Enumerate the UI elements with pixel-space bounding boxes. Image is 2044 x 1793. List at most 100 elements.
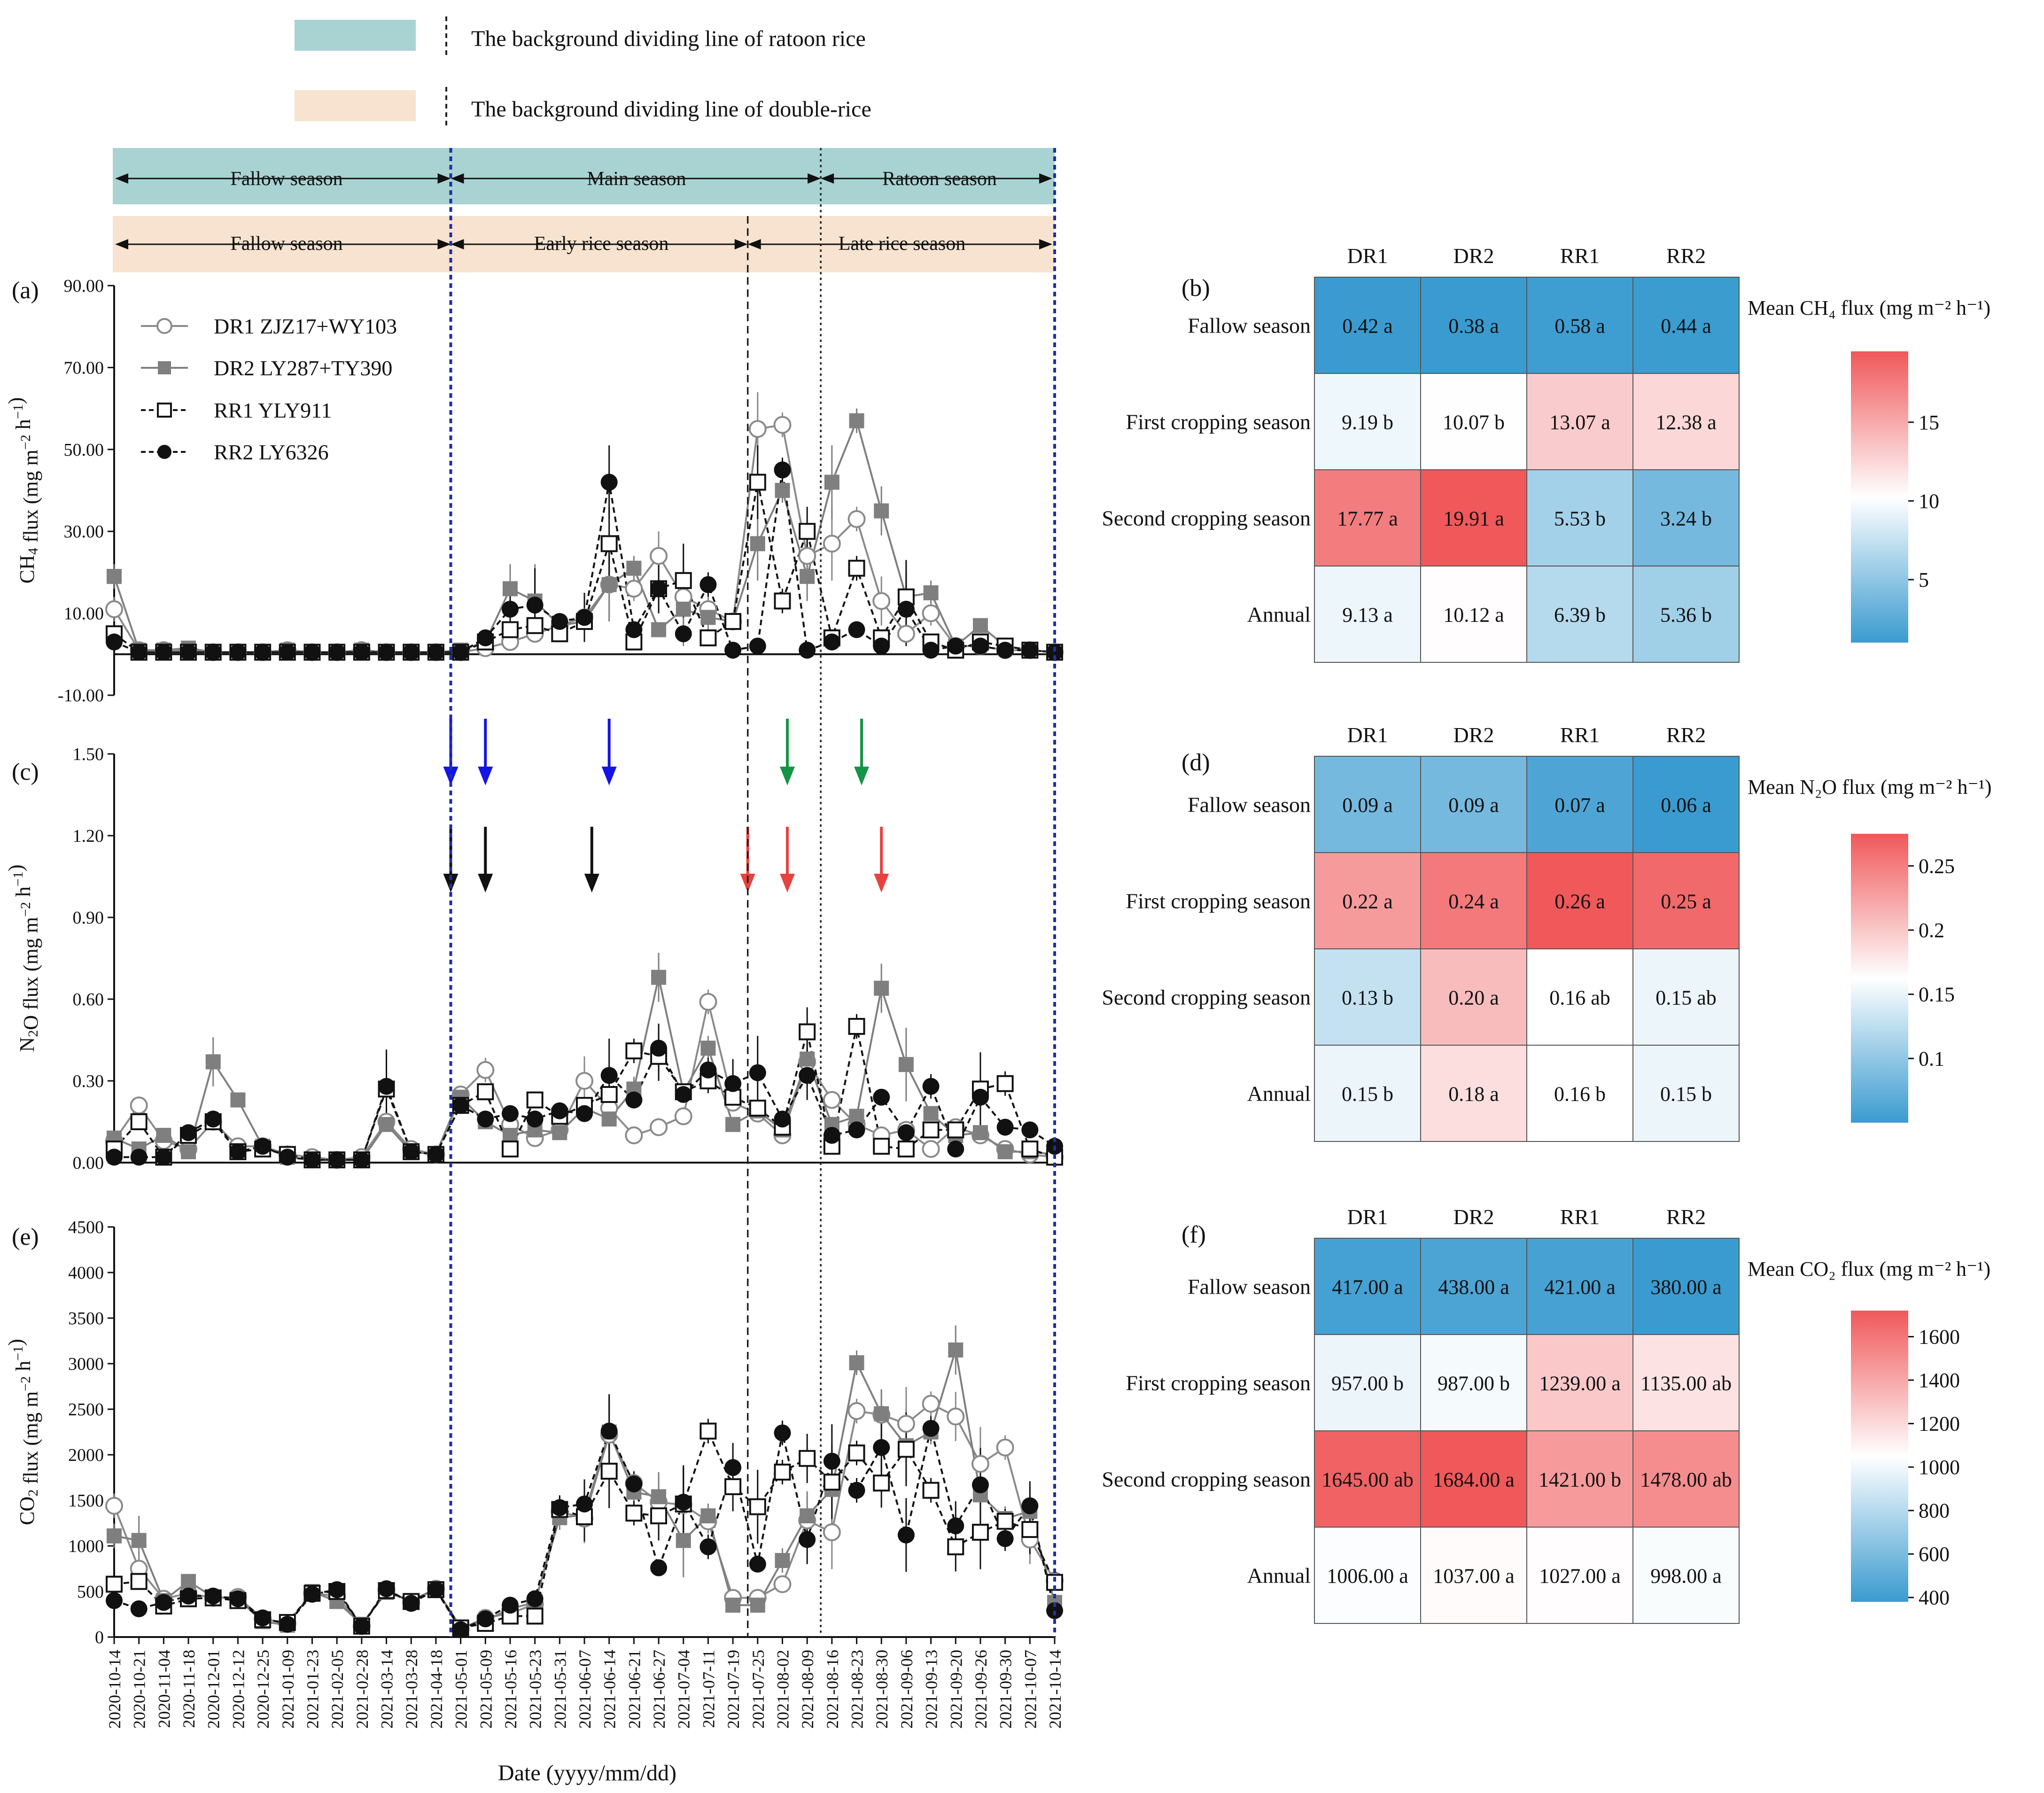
co2-col-header: RR2 — [1666, 1205, 1706, 1229]
ch4-row-label: Annual — [1247, 603, 1311, 627]
ratoon-fallow-arrow-left-head — [115, 173, 128, 184]
data-point-rr1 — [526, 1091, 544, 1109]
data-point-rr1 — [675, 572, 692, 589]
data-point-rr2 — [971, 1088, 989, 1106]
n2o-cell-value: 0.07 a — [1554, 794, 1605, 817]
double-late-label: Late rice season — [839, 233, 966, 255]
data-point-dr1 — [847, 1402, 866, 1420]
n2o-heat-cell — [1420, 852, 1527, 949]
data-point-dr2 — [676, 1533, 691, 1548]
x-tick-label: 2021-02-05 — [328, 1650, 347, 1729]
data-point-rr2 — [353, 644, 370, 661]
data-point-rr2 — [353, 1151, 370, 1169]
y-label-part: 2 — [25, 1490, 41, 1497]
n2o-colorbar-tick-label: 0.25 — [1919, 854, 1955, 877]
data-point-rr1 — [749, 1100, 766, 1117]
y-label-part: −2 — [18, 1376, 33, 1391]
data-point-rr1 — [724, 613, 742, 630]
data-point-rr2 — [625, 621, 643, 638]
data-point-dr2 — [626, 560, 642, 576]
double-fallow-arrow-right-head — [437, 239, 451, 249]
data-point-rr2 — [204, 1587, 222, 1605]
co2-colorbar-tick-label: 600 — [1919, 1543, 1950, 1566]
data-point-rr2 — [403, 1143, 420, 1160]
data-point-rr2 — [279, 1615, 296, 1633]
ch4-cell-value: 17.77 a — [1337, 507, 1398, 530]
data-point-dr2 — [750, 1598, 765, 1613]
n2o-cell-value: 0.20 a — [1448, 986, 1499, 1009]
data-point-dr2 — [874, 980, 889, 996]
panel-label-f: (f) — [1181, 1221, 1206, 1248]
double-fallow-label: Fallow season — [230, 233, 342, 255]
ch4-heat-cell — [1420, 373, 1527, 470]
n2o-cell-value: 0.06 a — [1661, 794, 1711, 817]
co2-cell-value: 1006.00 a — [1327, 1565, 1408, 1588]
data-point-rr2 — [922, 1078, 940, 1095]
x-tick-label: 2020-11-04 — [155, 1650, 173, 1728]
ch4-cell-value: 5.36 b — [1660, 604, 1712, 627]
ch4-heat-cell — [1420, 566, 1527, 663]
ratoon-main-arrow-left-head — [451, 173, 464, 184]
x-tick-label: 2020-12-25 — [254, 1650, 272, 1729]
x-tick-label: 2021-08-09 — [798, 1650, 817, 1729]
co2-cell-value: 987.00 b — [1438, 1372, 1510, 1395]
co2-y-tick-label: 4000 — [68, 1263, 104, 1283]
co2-y-tick-label: 2000 — [68, 1445, 104, 1465]
data-point-rr2 — [724, 1075, 742, 1092]
ch4-heat-cell — [1632, 373, 1740, 470]
co2-heat-cell — [1526, 1430, 1633, 1528]
data-point-rr2 — [996, 1118, 1014, 1136]
ch4-colorbar-tick-label: 10 — [1919, 489, 1939, 512]
x-tick-label: 2021-06-14 — [600, 1650, 619, 1729]
n2o-y-axis-label: N2O flux (mg m−2 h−1) — [4, 864, 42, 1052]
data-point-rr2 — [724, 642, 742, 659]
n2o-heat-cell — [1632, 852, 1740, 949]
ch4-cell-value: 10.12 a — [1443, 604, 1504, 627]
data-point-rr2 — [947, 1141, 964, 1157]
data-point-rr2 — [303, 1151, 321, 1169]
series-line-rr2 — [114, 470, 1055, 653]
x-tick-label: 2021-07-19 — [724, 1650, 743, 1729]
data-point-rr2 — [971, 637, 989, 655]
data-point-dr2 — [107, 569, 122, 584]
data-point-rr2 — [427, 1146, 444, 1163]
data-point-rr2 — [551, 1102, 568, 1119]
ch4-colorbar — [1851, 351, 1908, 643]
y-label-part: ) — [4, 1339, 27, 1346]
data-point-rr2 — [699, 1061, 717, 1079]
ch4-cell-value: 9.19 b — [1342, 411, 1393, 434]
n2o-cell-value: 0.13 b — [1342, 986, 1393, 1009]
data-point-rr2 — [106, 1149, 123, 1166]
data-point-rr2 — [551, 1499, 568, 1516]
data-point-rr2 — [724, 1459, 742, 1476]
y-label-part: O flux (mg m — [19, 917, 42, 1030]
co2-cell-value: 1478.00 ab — [1640, 1468, 1732, 1491]
n2o-mean-heatmap: DR1 DR2 RR1 RR2 Fallow season 0.09 a 0.09 a 0.0… — [1102, 723, 1992, 1142]
data-point-rr2 — [799, 642, 816, 659]
fertilization-arrowhead-red — [780, 874, 795, 893]
data-point-dr2 — [502, 1128, 518, 1143]
data-point-rr2 — [650, 1040, 668, 1057]
y-label-part: 2 — [25, 1030, 41, 1037]
ch4-cell-value: 10.07 b — [1443, 411, 1505, 434]
ratoon-ratoon-arrow-right-head — [1039, 173, 1052, 184]
ratoon-fallow-label: Fallow season — [230, 168, 342, 190]
data-point-rr2 — [204, 1110, 222, 1128]
data-point-rr1 — [971, 1523, 989, 1541]
data-point-rr1 — [501, 621, 519, 638]
data-point-rr2 — [1046, 1602, 1063, 1619]
ch4-cell-value: 5.53 b — [1554, 507, 1606, 530]
data-point-dr1 — [922, 1395, 940, 1413]
data-point-rr2 — [1021, 1497, 1039, 1514]
fertilization-arrowhead-blue — [478, 767, 493, 785]
data-point-dr1 — [823, 1091, 841, 1109]
x-tick-label: 2021-08-23 — [848, 1650, 867, 1729]
ch4-cell-value: 0.42 a — [1342, 315, 1393, 338]
ch4-y-tick-label: 90.00 — [64, 276, 104, 296]
data-point-dr1 — [947, 1407, 965, 1426]
n2o-heat-cell — [1632, 948, 1740, 1046]
x-tick-label: 2021-07-04 — [675, 1650, 693, 1729]
data-point-rr2 — [600, 473, 618, 491]
data-point-rr1 — [600, 1462, 618, 1480]
ch4-heat-cell — [1314, 566, 1421, 663]
